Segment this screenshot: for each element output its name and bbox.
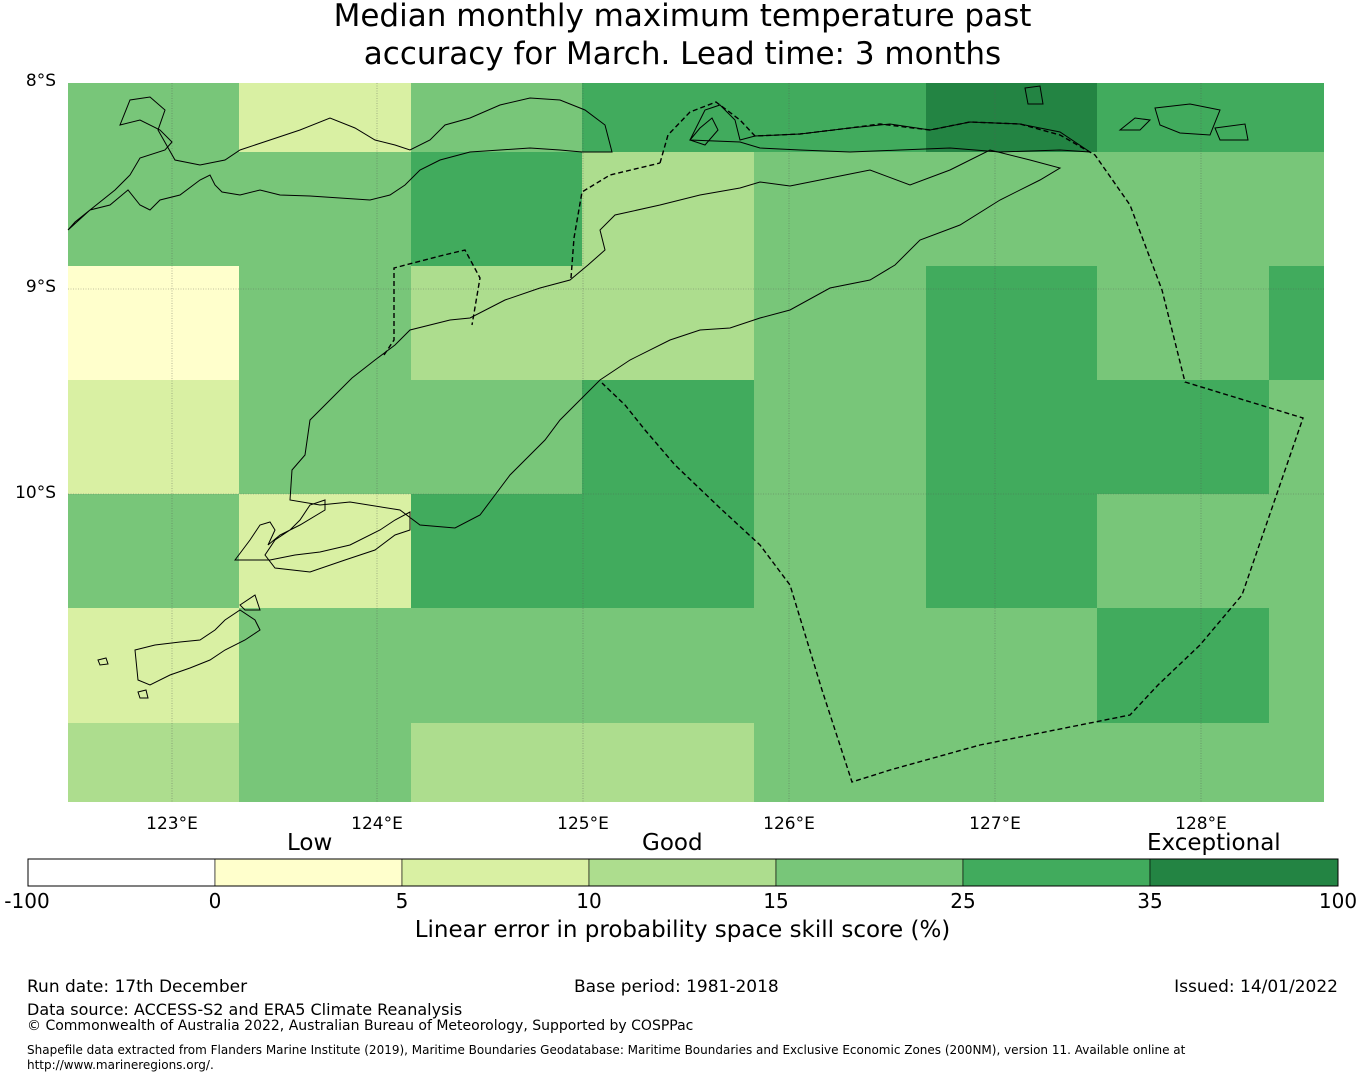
category-exceptional: Exceptional bbox=[1147, 830, 1281, 856]
grid-cell bbox=[239, 723, 411, 802]
tick-label: 10 bbox=[576, 889, 602, 913]
data-source: Data source: ACCESS-S2 and ERA5 Climate … bbox=[27, 1000, 463, 1019]
grid-cell bbox=[754, 266, 926, 380]
grid-cell bbox=[926, 608, 1097, 723]
lat-label-8s: 8°S bbox=[25, 71, 56, 91]
colorbar-segments bbox=[27, 858, 1339, 887]
grid-cell bbox=[411, 152, 582, 266]
grid-cell bbox=[754, 723, 926, 802]
lon-label-124e: 124°E bbox=[351, 814, 403, 834]
colorbar-segment bbox=[588, 858, 777, 887]
grid-cell bbox=[411, 608, 582, 723]
grid-cell bbox=[582, 152, 754, 266]
grid-cell bbox=[1097, 723, 1269, 802]
tick-label: 25 bbox=[950, 889, 976, 913]
tick-label: -100 bbox=[4, 889, 50, 913]
lon-label-126e: 126°E bbox=[763, 814, 815, 834]
grid-cell bbox=[239, 608, 411, 723]
grid-cell bbox=[239, 266, 411, 380]
copyright: © Commonwealth of Australia 2022, Austra… bbox=[27, 1018, 694, 1034]
grid-cell bbox=[754, 152, 926, 266]
grid-cell bbox=[582, 608, 754, 723]
grid-cell bbox=[926, 152, 1097, 266]
grid-cell bbox=[754, 494, 926, 608]
lon-label-128e: 128°E bbox=[1175, 814, 1227, 834]
colorbar-segment bbox=[214, 858, 403, 887]
lat-label-10s: 10°S bbox=[15, 483, 56, 503]
grid-cell bbox=[239, 152, 411, 266]
grid-cell bbox=[926, 266, 1097, 380]
skill-map bbox=[67, 83, 1324, 802]
grid-cell bbox=[1269, 608, 1324, 723]
grid-cell bbox=[1269, 266, 1324, 380]
grid-cell bbox=[411, 83, 582, 152]
colorbar-segment bbox=[775, 858, 964, 887]
lon-label-125e: 125°E bbox=[557, 814, 609, 834]
maritime-boundaries bbox=[383, 101, 1304, 783]
grid-cell bbox=[1269, 494, 1324, 608]
grid-cell bbox=[1097, 494, 1269, 608]
grid-cell bbox=[68, 723, 239, 802]
run-date: Run date: 17th December bbox=[27, 977, 248, 997]
grid-cell bbox=[582, 266, 754, 380]
grid-cell bbox=[754, 83, 926, 152]
grid-cell bbox=[1097, 152, 1324, 266]
grid-cell bbox=[582, 723, 754, 802]
grid-cell bbox=[1269, 380, 1324, 494]
grid-cell bbox=[754, 608, 926, 723]
grid-cell bbox=[68, 152, 239, 266]
colorbar-segment bbox=[1149, 858, 1339, 887]
tick-label: 100 bbox=[1318, 889, 1358, 913]
grid-cell bbox=[926, 494, 1097, 608]
lon-label-127e: 127°E bbox=[969, 814, 1021, 834]
colorbar-segment bbox=[962, 858, 1151, 887]
grid-cell bbox=[926, 380, 1097, 494]
lat-label-9s: 9°S bbox=[25, 277, 56, 297]
colorbar-segment bbox=[27, 858, 216, 887]
colorbar bbox=[27, 858, 1339, 887]
tick-label: 0 bbox=[208, 889, 222, 913]
grid-cell bbox=[926, 723, 1097, 802]
map-title-line1: Median monthly maximum temperature past bbox=[333, 0, 1032, 34]
grid-cell bbox=[411, 494, 582, 608]
category-good: Good bbox=[642, 830, 703, 856]
grid-cell bbox=[68, 266, 239, 380]
category-low: Low bbox=[287, 830, 333, 856]
map-title-line2: accuracy for March. Lead time: 3 months bbox=[363, 36, 1002, 72]
grid-cell bbox=[582, 83, 754, 152]
shapefile-url[interactable]: http://www.marineregions.org/. bbox=[27, 1058, 214, 1072]
grid-cell bbox=[1097, 608, 1269, 723]
lon-label-123e: 123°E bbox=[146, 814, 198, 834]
graticule bbox=[68, 83, 1324, 802]
grid-cell bbox=[68, 608, 239, 723]
grid-cell bbox=[411, 380, 582, 494]
grid-cell bbox=[582, 380, 754, 494]
tick-label: 15 bbox=[763, 889, 789, 913]
coastlines bbox=[67, 85, 1249, 699]
grid-cell bbox=[68, 83, 239, 152]
tick-label: 35 bbox=[1137, 889, 1163, 913]
grid-cell bbox=[68, 494, 239, 608]
grid-cell bbox=[68, 380, 239, 494]
grid-cell bbox=[754, 380, 926, 494]
colorbar-segment bbox=[401, 858, 590, 887]
tick-label: 5 bbox=[395, 889, 409, 913]
grid-cell bbox=[239, 380, 411, 494]
base-period: Base period: 1981-2018 bbox=[574, 977, 779, 997]
colorbar-label: Linear error in probability space skill … bbox=[414, 917, 951, 943]
grid-cell bbox=[1269, 723, 1324, 802]
grid-cell bbox=[411, 723, 582, 802]
skill-grid bbox=[68, 83, 1324, 802]
shapefile-credit: Shapefile data extracted from Flanders M… bbox=[27, 1043, 1186, 1057]
grid-cell bbox=[1097, 266, 1269, 380]
issued-date: Issued: 14/01/2022 bbox=[1174, 977, 1338, 997]
